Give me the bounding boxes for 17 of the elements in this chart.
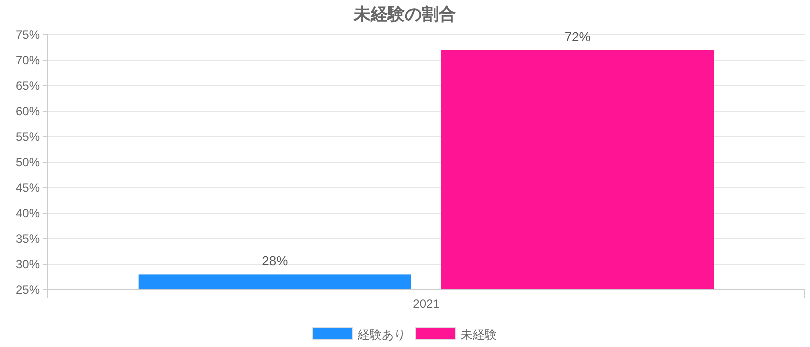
chart-title: 未経験の割合	[353, 5, 456, 24]
y-tick-label: 35%	[16, 232, 40, 246]
y-tick-label: 40%	[16, 206, 40, 220]
y-tick-label: 45%	[16, 181, 40, 195]
x-tick-label: 2021	[413, 297, 440, 311]
y-tick-label: 70%	[16, 54, 40, 68]
legend-label: 未経験	[461, 328, 497, 342]
y-tick-label: 25%	[16, 283, 40, 297]
y-tick-label: 65%	[16, 79, 40, 93]
y-tick-label: 30%	[16, 258, 40, 272]
y-tick-label: 75%	[16, 28, 40, 42]
data-label: 72%	[564, 29, 592, 44]
data-label: 28%	[262, 254, 289, 269]
y-tick-label: 50%	[16, 156, 40, 170]
y-tick-label: 55%	[16, 130, 40, 144]
y-tick-label: 60%	[16, 104, 40, 118]
legend-label: 経験あり	[357, 328, 406, 342]
